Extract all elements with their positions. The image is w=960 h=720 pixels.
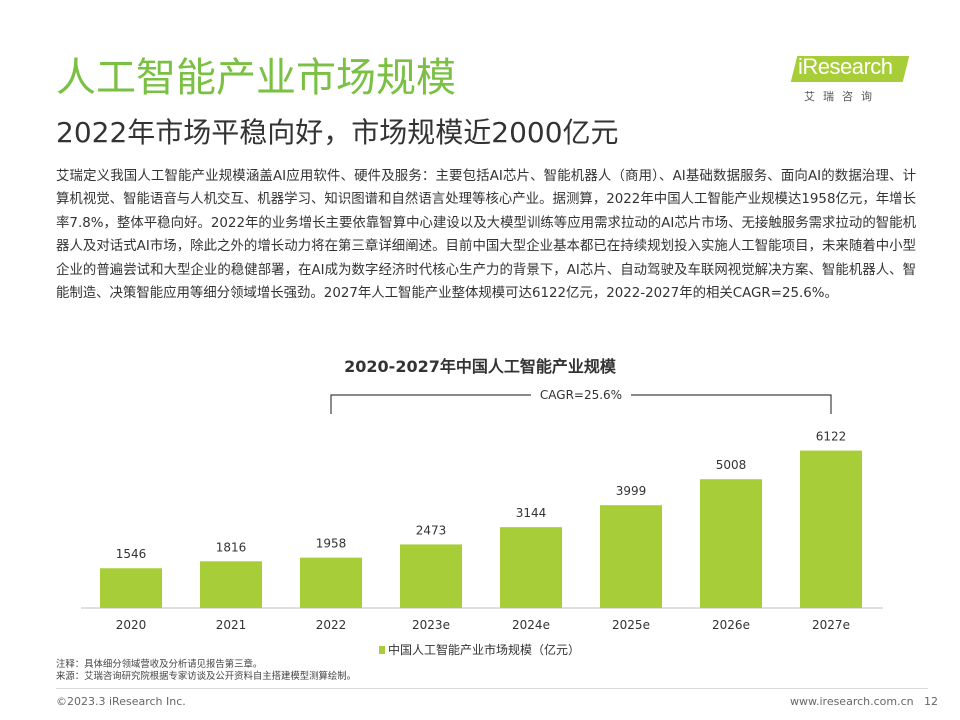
footnote-note: 注释：具体细分领域营收及分析请见报告第三章。: [56, 659, 263, 670]
bar-2026e: [700, 479, 762, 608]
page-number: 12: [924, 695, 938, 708]
bar-2023e: [400, 544, 462, 608]
data-label-2020: 1546: [116, 547, 147, 561]
data-label-2023e: 2473: [416, 523, 447, 537]
x-tick-label-2027e: 2027e: [812, 618, 850, 632]
data-label-2024e: 3144: [516, 506, 547, 520]
copyright: ©2023.3 iResearch Inc.: [56, 695, 186, 708]
logo-text: iResearch: [798, 54, 893, 79]
data-label-2027e: 6122: [816, 430, 847, 444]
intro-paragraph: 艾瑞定义我国人工智能产业规模涵盖AI应用软件、硬件及服务：主要包括AI芯片、智能…: [56, 169, 916, 302]
x-tick-label-2025e: 2025e: [612, 618, 650, 632]
bar-2024e: [500, 527, 562, 608]
data-label-2026e: 5008: [716, 458, 747, 472]
page-title: 人工智能产业市场规模: [56, 55, 456, 101]
x-tick-label-2026e: 2026e: [712, 618, 750, 632]
bar-2021: [200, 561, 262, 608]
iresearch-logo: iResearch 艾瑞咨询: [790, 50, 915, 110]
data-label-2022: 1958: [316, 537, 347, 551]
footnotes: 注释：具体细分领域营收及分析请见报告第三章。 来源：艾瑞咨询研究院根据专家访谈及…: [56, 659, 356, 683]
cagr-annotation: CAGR=25.6%: [540, 388, 622, 402]
cagr-label-bg: [531, 386, 631, 404]
data-label-2021: 1816: [216, 540, 247, 554]
bar-2027e: [800, 450, 862, 608]
footnote-source: 来源：艾瑞咨询研究院根据专家访谈及公开资料自主搭建模型测算绘制。: [56, 671, 357, 682]
bar-chart: 1546 2020 1816 2021 1958 2022 2473 2023e 3144 202…: [81, 386, 883, 657]
legend-swatch: [379, 646, 385, 654]
x-tick-label-2022: 2022: [316, 618, 347, 632]
legend-label: 中国人工智能产业市场规模（亿元）: [388, 642, 580, 657]
chart-title: 2020-2027年中国人工智能产业规模: [344, 357, 616, 376]
x-tick-label-2024e: 2024e: [512, 618, 550, 632]
logo-subtext: 艾瑞咨询: [804, 90, 880, 103]
page-subtitle: 2022年市场平稳向好，市场规模近2000亿元: [56, 116, 619, 149]
x-tick-label-2021: 2021: [216, 618, 247, 632]
footer-divider: [56, 688, 928, 689]
x-tick-label-2020: 2020: [116, 618, 147, 632]
data-label-2025e: 3999: [616, 484, 647, 498]
bar-2022: [300, 557, 362, 608]
bar-2020: [100, 568, 162, 608]
bar-2025e: [600, 505, 662, 608]
website-link[interactable]: www.iresearch.com.cn: [790, 695, 914, 708]
x-tick-label-2023e: 2023e: [412, 618, 450, 632]
